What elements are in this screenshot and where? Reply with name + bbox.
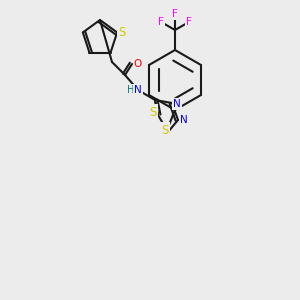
- Text: N: N: [180, 115, 188, 125]
- Text: F: F: [158, 17, 164, 27]
- Text: F: F: [186, 17, 192, 27]
- Text: N: N: [173, 99, 181, 109]
- Text: H: H: [127, 85, 135, 95]
- Text: O: O: [134, 59, 142, 69]
- Text: N: N: [134, 85, 142, 95]
- Text: S: S: [161, 124, 169, 136]
- Text: S: S: [118, 26, 126, 39]
- Text: F: F: [172, 9, 178, 19]
- Text: S: S: [149, 106, 157, 118]
